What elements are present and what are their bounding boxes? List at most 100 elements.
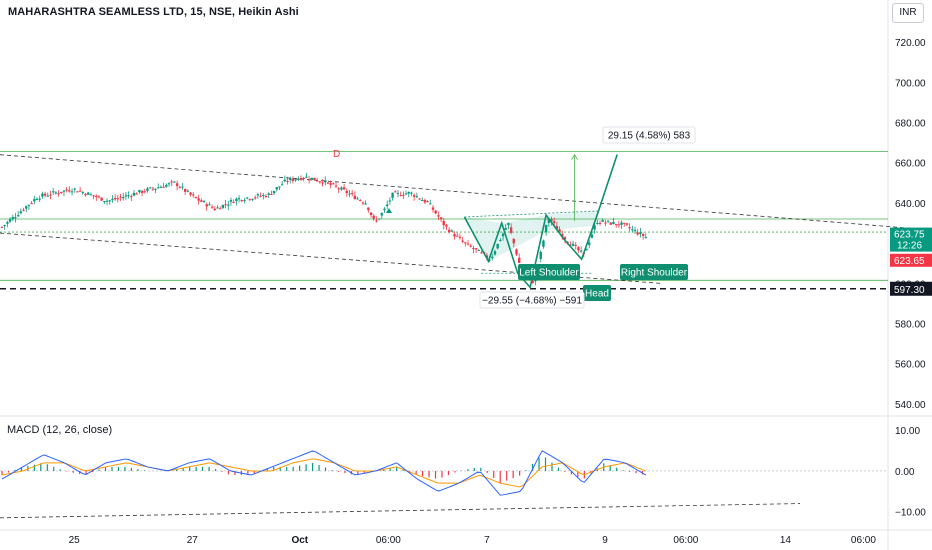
- price-tick-label: 700.00: [895, 78, 926, 89]
- candle-body: [439, 217, 443, 219]
- candle-body: [404, 193, 408, 195]
- candle-body: [148, 187, 152, 189]
- candle-body: [154, 188, 157, 190]
- candle-body: [232, 201, 235, 203]
- candle-body: [415, 196, 419, 198]
- target-label: 29.15 (4.58%) 583: [608, 131, 691, 142]
- candle-body: [434, 210, 437, 214]
- candle-body: [614, 224, 618, 226]
- candle-body: [574, 245, 577, 247]
- candle-body: [442, 220, 445, 226]
- candle-body: [590, 234, 594, 238]
- candle-body: [571, 243, 575, 246]
- candle-body: [86, 192, 90, 195]
- right-shoulder-label-bg: [620, 264, 688, 280]
- price-label-bid: 623.65: [894, 256, 925, 267]
- candle-body: [218, 208, 222, 210]
- candle-body: [598, 222, 602, 224]
- candle-body: [372, 215, 375, 219]
- candle-body: [167, 183, 171, 185]
- event-marker-triangle: [386, 208, 392, 213]
- left-shoulder-label: Left Shoulder: [519, 268, 579, 279]
- candle-body: [237, 198, 241, 200]
- time-tick-label: 7: [484, 535, 490, 546]
- candle-body: [162, 186, 165, 188]
- candle-body: [472, 248, 475, 250]
- candle-body: [423, 200, 427, 203]
- candle-body: [289, 178, 292, 180]
- candle-body: [81, 192, 85, 194]
- price-tick-label: 540.00: [895, 400, 926, 411]
- candle-body: [202, 201, 206, 203]
- candle-body: [380, 213, 384, 216]
- candle-body: [264, 196, 268, 198]
- candle-body: [609, 222, 612, 225]
- candle-body: [291, 178, 295, 181]
- price-label-bid-bg: [890, 253, 932, 267]
- candle-body: [95, 195, 98, 197]
- candle-body: [100, 197, 103, 201]
- candle-body: [243, 200, 246, 202]
- candle-body: [464, 242, 467, 244]
- candle-body: [617, 224, 621, 226]
- candle-body: [539, 251, 542, 259]
- candle-body: [628, 227, 631, 229]
- candle-body: [27, 204, 31, 206]
- price-tick-label: 680.00: [895, 118, 926, 129]
- candle-body: [11, 217, 14, 220]
- candle-body: [178, 187, 181, 189]
- trendline-upper: [0, 154, 932, 231]
- candle-body: [224, 204, 227, 206]
- candle-body: [469, 245, 472, 247]
- candle-body: [159, 186, 163, 188]
- candle-body: [221, 204, 225, 208]
- candle-body: [361, 202, 365, 204]
- candle-body: [68, 190, 71, 192]
- candle-body: [383, 208, 386, 210]
- candle-body: [324, 180, 327, 183]
- price-tick-label: 720.00: [895, 38, 926, 49]
- candle-body: [421, 199, 424, 201]
- currency-button[interactable]: INR: [892, 3, 924, 23]
- time-tick-label: 06:00: [673, 535, 698, 546]
- candle-body: [76, 191, 79, 193]
- trendline-lower: [0, 232, 661, 284]
- candle-body: [453, 234, 456, 237]
- candle-body: [596, 223, 599, 225]
- candle-body: [499, 240, 502, 242]
- candle-body: [342, 187, 346, 190]
- candle-body: [313, 177, 316, 181]
- candle-body: [633, 230, 637, 232]
- candle-body: [43, 193, 47, 196]
- candle-body: [550, 219, 553, 222]
- candle-body: [16, 215, 20, 217]
- candle-body: [278, 186, 281, 188]
- candle-body: [458, 236, 462, 238]
- candle-body: [41, 193, 44, 197]
- pattern-area: [464, 210, 599, 262]
- candle-body: [555, 226, 559, 230]
- candle-body: [364, 203, 367, 205]
- candle-body: [466, 243, 470, 245]
- candle-body: [33, 199, 36, 202]
- candle-body: [181, 186, 184, 188]
- candle-body: [49, 194, 52, 196]
- candle-body: [375, 220, 378, 222]
- candle-body: [456, 235, 459, 237]
- candle-body: [579, 250, 583, 252]
- candle-body: [402, 194, 405, 196]
- candle-body: [119, 196, 122, 198]
- left-shoulder-label-bg: [518, 264, 580, 280]
- time-tick-label: 25: [69, 535, 81, 546]
- candle-body: [307, 179, 311, 181]
- candle-body: [173, 181, 176, 183]
- candle-body: [321, 182, 324, 184]
- candle-body: [270, 193, 273, 195]
- target-label-bg: [602, 126, 696, 144]
- candle-body: [140, 191, 144, 193]
- candle-body: [391, 192, 394, 198]
- candle-body: [189, 192, 192, 195]
- candle-body: [515, 249, 518, 255]
- candle-body: [544, 225, 548, 233]
